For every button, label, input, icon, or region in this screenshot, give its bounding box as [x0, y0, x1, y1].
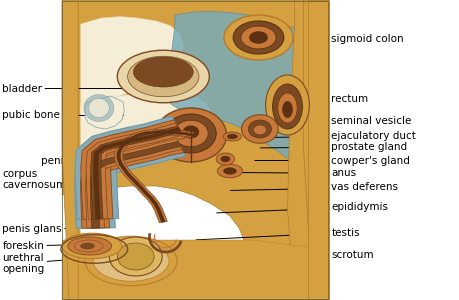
- Ellipse shape: [227, 134, 237, 139]
- Text: prostate gland: prostate gland: [260, 142, 406, 152]
- Ellipse shape: [89, 98, 109, 118]
- Ellipse shape: [117, 50, 209, 103]
- Polygon shape: [62, 0, 328, 300]
- Polygon shape: [75, 132, 185, 228]
- Circle shape: [220, 156, 230, 162]
- Ellipse shape: [93, 241, 169, 281]
- Polygon shape: [81, 120, 185, 219]
- Ellipse shape: [253, 125, 266, 135]
- Ellipse shape: [217, 164, 242, 178]
- Ellipse shape: [272, 84, 302, 129]
- Ellipse shape: [165, 114, 216, 153]
- Ellipse shape: [85, 236, 177, 286]
- Text: anus: anus: [241, 168, 356, 178]
- Ellipse shape: [282, 101, 292, 118]
- Polygon shape: [287, 0, 328, 300]
- Polygon shape: [62, 0, 78, 300]
- Text: seminal vesicle: seminal vesicle: [290, 116, 411, 127]
- Polygon shape: [90, 126, 181, 219]
- Text: scrotum: scrotum: [186, 250, 373, 260]
- Polygon shape: [117, 131, 193, 222]
- Circle shape: [249, 32, 267, 44]
- Polygon shape: [62, 240, 328, 300]
- Polygon shape: [85, 96, 124, 129]
- Ellipse shape: [223, 168, 236, 174]
- Ellipse shape: [74, 240, 103, 252]
- Polygon shape: [308, 0, 328, 300]
- Ellipse shape: [155, 108, 226, 162]
- Text: pubic bone: pubic bone: [2, 110, 123, 121]
- Ellipse shape: [174, 120, 208, 147]
- Text: penis: penis: [41, 155, 96, 166]
- Ellipse shape: [223, 132, 241, 141]
- Circle shape: [224, 15, 292, 60]
- Ellipse shape: [183, 126, 199, 138]
- Polygon shape: [62, 0, 80, 300]
- Text: penis glans: penis glans: [2, 224, 78, 234]
- Text: testis: testis: [196, 227, 359, 240]
- Ellipse shape: [277, 93, 297, 123]
- Ellipse shape: [117, 243, 154, 270]
- Text: foreskin: foreskin: [2, 241, 82, 251]
- Ellipse shape: [248, 120, 271, 138]
- Text: sigmoid colon: sigmoid colon: [274, 34, 403, 44]
- Ellipse shape: [128, 56, 199, 97]
- Text: rectum: rectum: [297, 94, 368, 104]
- Polygon shape: [80, 93, 211, 168]
- Text: corpus
cavernosum: corpus cavernosum: [2, 169, 96, 190]
- Ellipse shape: [109, 237, 162, 276]
- Polygon shape: [303, 0, 328, 300]
- Ellipse shape: [265, 75, 309, 135]
- Polygon shape: [85, 139, 182, 228]
- Circle shape: [241, 26, 275, 49]
- Polygon shape: [90, 141, 180, 228]
- Ellipse shape: [80, 243, 94, 249]
- Text: vas deferens: vas deferens: [230, 182, 397, 193]
- Text: cowper's gland: cowper's gland: [254, 155, 409, 166]
- Polygon shape: [114, 129, 194, 223]
- Text: urethral
opening: urethral opening: [2, 253, 85, 274]
- Polygon shape: [75, 116, 187, 219]
- Polygon shape: [80, 16, 184, 114]
- Ellipse shape: [84, 94, 114, 122]
- Text: ejaculatory duct: ejaculatory duct: [274, 131, 415, 141]
- Text: bladder: bladder: [2, 83, 135, 94]
- Ellipse shape: [68, 237, 112, 255]
- Ellipse shape: [241, 115, 278, 143]
- Circle shape: [216, 153, 234, 165]
- Polygon shape: [80, 136, 183, 228]
- Polygon shape: [86, 123, 183, 219]
- Polygon shape: [93, 128, 180, 219]
- Polygon shape: [165, 11, 328, 180]
- Text: epididymis: epididymis: [216, 202, 387, 213]
- Ellipse shape: [62, 233, 122, 259]
- Ellipse shape: [133, 57, 193, 87]
- Circle shape: [233, 21, 283, 54]
